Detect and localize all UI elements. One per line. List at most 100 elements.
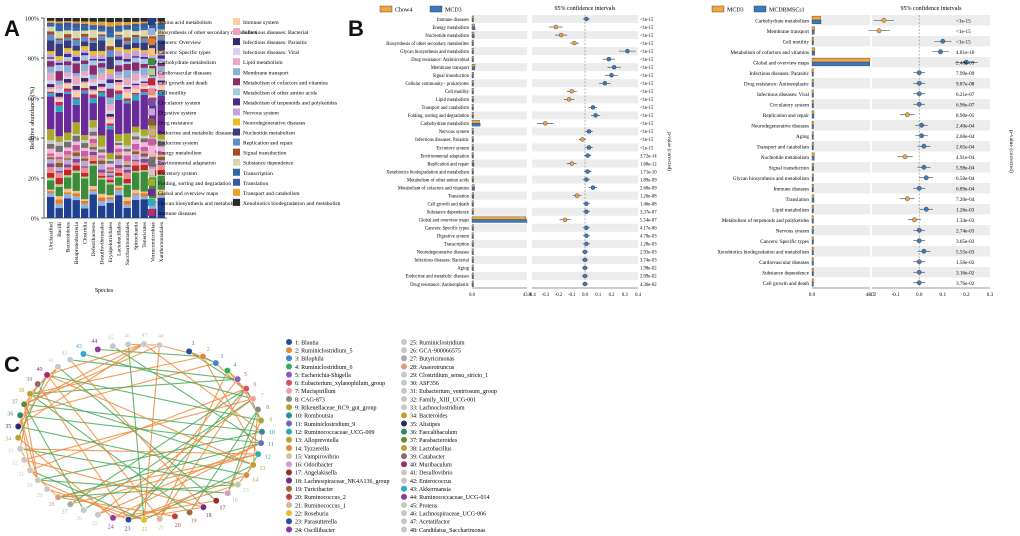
mid-tick: 0.0 [916,292,923,298]
stack-segment [157,175,165,190]
node-number: 48 [158,334,164,340]
stack-segment [157,36,165,41]
stack-segment [81,36,89,42]
legend-label: Signal transduction [243,151,287,157]
correlation-edge [57,496,175,517]
legend-label: Nervous system [243,110,280,116]
diff-point [566,97,572,102]
node-number: 34 [5,436,11,442]
legend-label: Cell motility [158,90,187,96]
legend-swatch [148,168,155,176]
stack-segment [140,129,148,136]
stack-segment [115,99,123,135]
p-value: 2.74e-03 [956,229,975,235]
taxon-node [249,461,257,469]
node-number: 22 [141,527,147,533]
node-number: 13 [259,466,265,472]
bar-g2 [471,187,475,191]
stack-segment [89,21,97,26]
taxon-node [16,445,24,453]
stack-segment [140,156,148,160]
stack-segment [72,190,80,194]
stack-segment [89,94,97,99]
row-label: Replication and repair [763,113,809,119]
legend-label: Circulatory system [158,100,201,106]
bar-g2 [471,275,474,279]
legend-node [286,412,292,419]
stack-segment [132,34,140,38]
bar-g2 [471,211,474,215]
legend-taxon: 33: Lachnoclostridium [410,406,465,412]
stack-segment [81,140,89,144]
stack-segment [72,98,80,105]
stack-segment [72,73,80,77]
legend-node [286,444,292,451]
mid-x-label: Difference between proportions (%) [891,299,972,300]
stack-segment [89,149,97,152]
stack-segment [157,55,165,59]
legend-node [286,518,292,525]
taxon-node [109,514,117,522]
stack-segment [106,113,114,117]
p-value-axis-label: p-value (corrected) [1008,130,1015,173]
stack-segment [106,167,114,170]
stack-segment [81,30,89,34]
stack-segment [72,97,80,99]
diff-point [562,217,568,222]
taxon-node [258,428,266,436]
stack-segment [47,96,55,130]
row-band [472,31,527,40]
left-tick: 0.0 [809,292,816,298]
diff-point [590,185,596,190]
node-number: 12 [265,454,271,460]
stack-segment [81,200,89,204]
stack-segment [157,62,165,67]
bar-g1 [811,268,814,273]
stack-segment [55,64,63,72]
row-label: Biosynthesis of other secondary metaboli… [386,42,469,47]
stack-segment [55,38,63,41]
stack-segment [106,182,114,185]
stack-segment [132,70,140,74]
stack-segment [81,75,89,78]
stack-segment [157,189,165,194]
legend-taxon: 43: Akkermansia [410,487,451,493]
row-band [472,63,527,72]
stack-segment [106,37,114,47]
correlation-edge [143,464,254,521]
p-value: 4.81e-10 [956,50,975,56]
legend-node [286,526,292,533]
stack-segment [132,56,140,58]
stack-segment [115,172,123,176]
stack-segment [64,21,72,23]
correlation-edge [23,344,160,405]
stack-segment [89,82,97,87]
stack-segment [98,40,106,51]
bar-g2 [471,98,474,103]
p-value: 5.54e-07 [640,219,657,224]
stack-segment [72,21,80,24]
stack-segment [47,93,55,97]
mid-tick: -0.3 [542,293,550,298]
stack-segment [47,177,55,181]
stack-segment [149,203,157,209]
diff-point [938,49,943,55]
legend-swatch [233,118,240,126]
node-number: 40 [36,367,42,373]
row-band [532,111,638,120]
taxon-node [20,400,28,408]
stack-segment [47,192,55,198]
bar-g1 [811,89,814,94]
stack-segment [140,170,148,172]
stack-segment [98,149,106,153]
stack-segment [89,51,97,56]
bar-g2 [471,139,474,143]
stack-segment [55,26,63,32]
stack-segment [81,49,89,53]
stack-segment [140,28,148,31]
bar-g2 [471,123,481,127]
mid-tick: 0.3 [622,293,629,298]
ci-title: 95% confidence intervals [555,5,617,12]
y-tick-label: 0% [31,217,39,223]
p-value: <1e-15 [640,98,654,103]
